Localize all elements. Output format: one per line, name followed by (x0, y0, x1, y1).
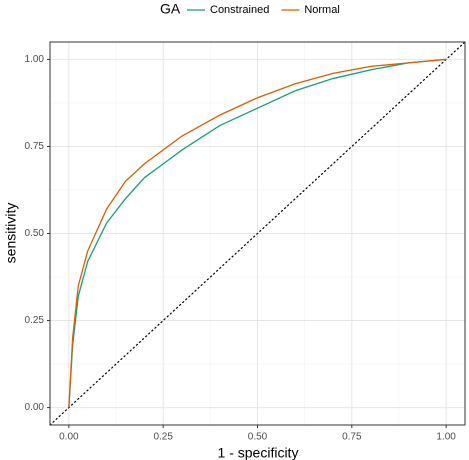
legend-title: GA (160, 1, 181, 17)
y-tick-label: 1.00 (25, 54, 45, 65)
x-axis-title: 1 - specificity (218, 445, 299, 460)
x-tick-label: 0.00 (59, 432, 79, 443)
x-tick-label: 0.50 (248, 432, 268, 443)
x-tick-label: 1.00 (436, 432, 456, 443)
reference-diagonal (49, 41, 466, 426)
x-tick-label: 0.25 (153, 432, 173, 443)
y-tick-label: 0.50 (25, 228, 45, 239)
y-tick-label: 0.00 (25, 402, 45, 413)
legend-label: Normal (304, 4, 339, 16)
y-tick-label: 0.75 (25, 141, 45, 152)
roc-curve (68, 58, 447, 408)
roc-curve (68, 58, 447, 408)
y-tick-label: 0.25 (25, 315, 45, 326)
legend-label: Constrained (210, 4, 269, 16)
y-axis-title: sensitivity (3, 203, 19, 264)
x-tick-label: 0.75 (342, 432, 362, 443)
panel-border (49, 41, 466, 426)
